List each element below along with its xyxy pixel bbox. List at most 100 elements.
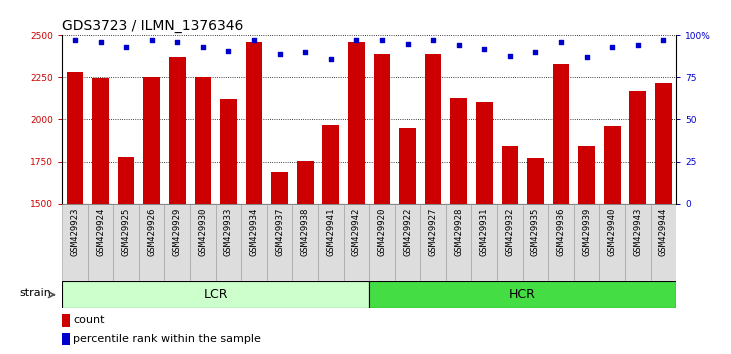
- Text: GSM429935: GSM429935: [531, 207, 540, 256]
- Bar: [523, 204, 548, 281]
- Text: LCR: LCR: [203, 288, 228, 301]
- Point: [402, 41, 414, 47]
- Text: percentile rank within the sample: percentile rank within the sample: [73, 335, 261, 344]
- Bar: [629, 91, 646, 204]
- Point: [273, 51, 285, 57]
- Bar: [62, 333, 70, 346]
- Bar: [216, 204, 241, 281]
- Bar: [476, 102, 493, 204]
- Point: [556, 39, 567, 45]
- Text: GSM429939: GSM429939: [582, 207, 591, 256]
- Text: GSM429942: GSM429942: [352, 207, 361, 256]
- Point: [504, 53, 516, 58]
- Point: [95, 39, 107, 45]
- Bar: [399, 128, 416, 204]
- Bar: [318, 204, 344, 281]
- Bar: [220, 99, 237, 204]
- Bar: [139, 204, 164, 281]
- Text: GSM429923: GSM429923: [70, 207, 80, 256]
- Bar: [395, 204, 420, 281]
- Bar: [267, 204, 292, 281]
- Bar: [578, 146, 595, 204]
- Text: GSM429927: GSM429927: [428, 207, 438, 256]
- Text: GSM429933: GSM429933: [224, 207, 233, 256]
- Point: [606, 44, 618, 50]
- Point: [478, 46, 490, 52]
- Text: GSM429920: GSM429920: [377, 207, 387, 256]
- Bar: [118, 157, 135, 204]
- Bar: [604, 126, 621, 204]
- Bar: [574, 204, 599, 281]
- Text: GSM429932: GSM429932: [505, 207, 515, 256]
- Bar: [369, 204, 395, 281]
- Bar: [62, 314, 70, 327]
- Bar: [369, 281, 676, 308]
- Point: [658, 38, 670, 43]
- Bar: [113, 204, 139, 281]
- Point: [351, 38, 363, 43]
- Bar: [625, 204, 651, 281]
- Bar: [446, 204, 471, 281]
- Point: [453, 42, 465, 48]
- Bar: [143, 78, 160, 204]
- Text: GSM429931: GSM429931: [480, 207, 489, 256]
- Bar: [292, 204, 318, 281]
- Bar: [62, 281, 369, 308]
- Bar: [527, 158, 544, 204]
- Point: [145, 38, 158, 43]
- Point: [300, 49, 311, 55]
- Text: GSM429930: GSM429930: [198, 207, 208, 256]
- Text: GSM429934: GSM429934: [249, 207, 259, 256]
- Point: [222, 48, 234, 53]
- Text: GSM429944: GSM429944: [659, 207, 668, 256]
- Point: [376, 38, 387, 43]
- Bar: [194, 78, 211, 204]
- Text: GSM429928: GSM429928: [454, 207, 463, 256]
- Bar: [92, 78, 109, 204]
- Text: strain: strain: [19, 289, 51, 298]
- Bar: [501, 146, 518, 204]
- Point: [69, 38, 81, 43]
- Text: GSM429925: GSM429925: [121, 207, 131, 256]
- Bar: [241, 204, 267, 281]
- Text: GSM429941: GSM429941: [326, 207, 336, 256]
- Text: GSM429926: GSM429926: [147, 207, 156, 256]
- Point: [581, 55, 593, 60]
- Text: GSM429943: GSM429943: [633, 207, 643, 256]
- Text: GSM429924: GSM429924: [96, 207, 105, 256]
- Bar: [348, 42, 365, 204]
- Text: GSM429922: GSM429922: [403, 207, 412, 256]
- Text: GSM429940: GSM429940: [607, 207, 617, 256]
- Text: GSM429937: GSM429937: [275, 207, 284, 256]
- Text: GSM429929: GSM429929: [173, 207, 182, 256]
- Bar: [190, 204, 216, 281]
- Text: GSM429936: GSM429936: [556, 207, 566, 256]
- Bar: [471, 204, 497, 281]
- Bar: [497, 204, 523, 281]
- Bar: [246, 42, 262, 204]
- Bar: [651, 204, 676, 281]
- Bar: [164, 204, 190, 281]
- Bar: [599, 204, 625, 281]
- Bar: [62, 204, 88, 281]
- Text: GSM429938: GSM429938: [300, 207, 310, 256]
- Text: count: count: [73, 315, 105, 325]
- Bar: [88, 204, 113, 281]
- Bar: [420, 204, 446, 281]
- Point: [249, 38, 260, 43]
- Bar: [553, 64, 569, 204]
- Bar: [297, 161, 314, 204]
- Point: [632, 42, 644, 48]
- Bar: [169, 57, 186, 204]
- Bar: [655, 83, 672, 204]
- Point: [197, 44, 209, 50]
- Point: [120, 44, 132, 50]
- Point: [427, 38, 439, 43]
- Point: [529, 49, 541, 55]
- Bar: [271, 172, 288, 204]
- Bar: [322, 125, 339, 204]
- Bar: [67, 72, 83, 204]
- Point: [171, 39, 183, 45]
- Text: GDS3723 / ILMN_1376346: GDS3723 / ILMN_1376346: [62, 19, 243, 33]
- Point: [325, 56, 336, 62]
